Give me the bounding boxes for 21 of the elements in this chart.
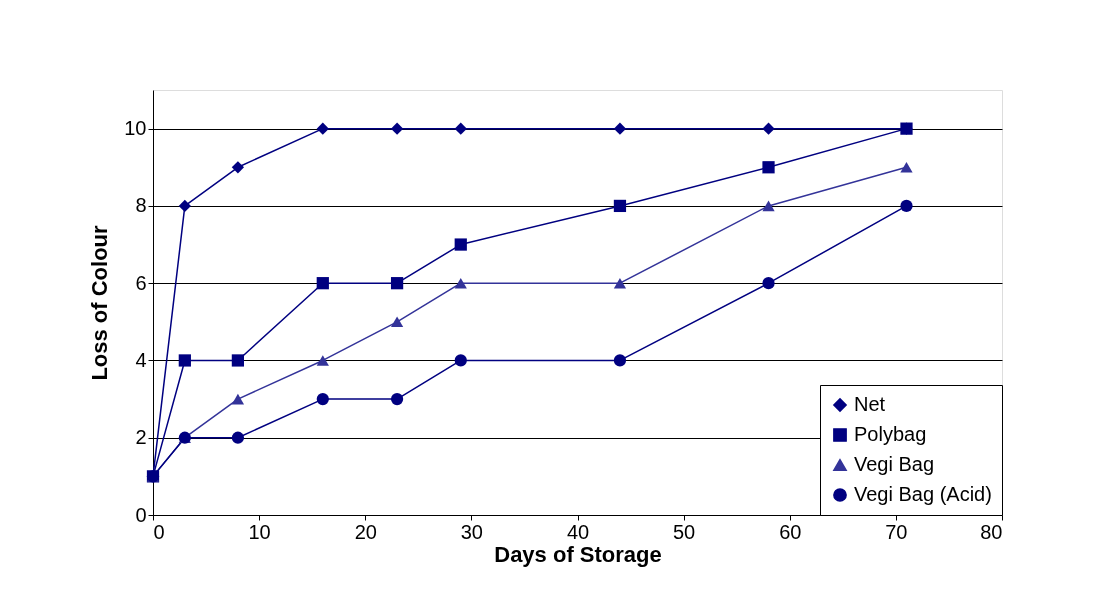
x-tick-label: 60 [779, 520, 802, 543]
y-tick-label: 0 [135, 503, 147, 526]
legend-label: Vegi Bag (Acid) [854, 483, 992, 505]
x-tick-label: 0 [153, 520, 165, 543]
legend-label: Net [854, 393, 886, 415]
legend-label: Polybag [854, 423, 927, 445]
y-tick-label: 2 [135, 426, 147, 449]
y-axis-title: Loss of Colour [87, 224, 113, 381]
x-tick-label: 80 [980, 520, 1003, 543]
y-tick-label: 8 [135, 194, 147, 217]
y-tick-label: 6 [135, 271, 147, 294]
y-tick-label: 4 [135, 348, 147, 371]
x-tick-label: 70 [885, 520, 908, 543]
y-tick-label: 10 [124, 117, 147, 140]
x-tick-label: 30 [460, 520, 483, 543]
legend-label: Vegi Bag [854, 453, 935, 475]
x-tick-label: 50 [673, 520, 696, 543]
x-axis-title: Days of Storage [494, 541, 662, 567]
x-tick-label: 20 [354, 520, 377, 543]
x-tick-label: 10 [248, 520, 271, 543]
x-tick-label: 40 [566, 520, 590, 543]
